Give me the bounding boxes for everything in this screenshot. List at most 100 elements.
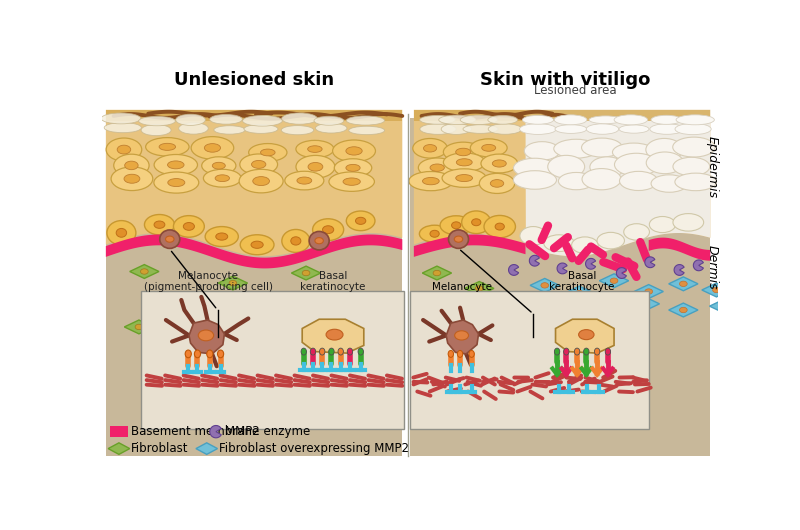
- Ellipse shape: [251, 161, 266, 169]
- Polygon shape: [742, 295, 771, 309]
- Text: Basement membrane: Basement membrane: [131, 425, 259, 438]
- Ellipse shape: [154, 172, 198, 193]
- Ellipse shape: [673, 157, 710, 176]
- Ellipse shape: [346, 211, 375, 231]
- Ellipse shape: [745, 280, 753, 286]
- FancyBboxPatch shape: [141, 291, 404, 429]
- Polygon shape: [106, 235, 402, 268]
- Text: Basal
keratinocyte: Basal keratinocyte: [300, 271, 366, 292]
- Ellipse shape: [433, 270, 441, 276]
- Ellipse shape: [101, 113, 141, 124]
- Ellipse shape: [514, 171, 557, 189]
- Polygon shape: [630, 297, 659, 311]
- Ellipse shape: [554, 115, 587, 125]
- Ellipse shape: [218, 350, 224, 358]
- Ellipse shape: [116, 228, 126, 237]
- Ellipse shape: [481, 154, 518, 173]
- Polygon shape: [634, 285, 663, 298]
- Polygon shape: [422, 266, 451, 280]
- FancyBboxPatch shape: [106, 110, 402, 121]
- Polygon shape: [554, 302, 582, 315]
- Ellipse shape: [524, 142, 560, 160]
- Text: Fibroblast: Fibroblast: [131, 442, 189, 455]
- Wedge shape: [557, 263, 567, 274]
- Polygon shape: [530, 278, 559, 292]
- Ellipse shape: [216, 233, 228, 240]
- Polygon shape: [669, 277, 698, 291]
- Polygon shape: [330, 295, 359, 309]
- Ellipse shape: [251, 241, 263, 249]
- Ellipse shape: [329, 172, 374, 191]
- Ellipse shape: [479, 173, 514, 193]
- Ellipse shape: [574, 348, 580, 355]
- Ellipse shape: [413, 138, 447, 158]
- Polygon shape: [476, 315, 506, 329]
- Ellipse shape: [240, 154, 278, 175]
- Ellipse shape: [343, 178, 360, 186]
- Wedge shape: [616, 268, 626, 278]
- Ellipse shape: [285, 171, 324, 190]
- Ellipse shape: [514, 158, 556, 178]
- Ellipse shape: [302, 270, 310, 276]
- Ellipse shape: [645, 289, 653, 294]
- Ellipse shape: [522, 116, 554, 124]
- Ellipse shape: [239, 169, 283, 193]
- Ellipse shape: [548, 155, 585, 178]
- Ellipse shape: [282, 126, 314, 135]
- Polygon shape: [124, 320, 154, 334]
- Ellipse shape: [315, 237, 323, 244]
- Polygon shape: [426, 307, 455, 321]
- Wedge shape: [530, 255, 539, 266]
- Text: Dermis: Dermis: [706, 245, 718, 290]
- Ellipse shape: [488, 124, 522, 134]
- Ellipse shape: [420, 116, 455, 124]
- Ellipse shape: [171, 304, 179, 309]
- Ellipse shape: [319, 348, 325, 355]
- Ellipse shape: [460, 115, 498, 125]
- Ellipse shape: [117, 145, 130, 154]
- Ellipse shape: [203, 169, 242, 187]
- Ellipse shape: [610, 278, 618, 284]
- Ellipse shape: [409, 172, 453, 191]
- Ellipse shape: [419, 225, 450, 242]
- Ellipse shape: [605, 348, 610, 355]
- Ellipse shape: [183, 223, 194, 231]
- Ellipse shape: [346, 116, 385, 125]
- Ellipse shape: [456, 158, 472, 166]
- Ellipse shape: [438, 115, 475, 125]
- Text: Basal
keratinocyte: Basal keratinocyte: [549, 271, 614, 292]
- Ellipse shape: [430, 164, 444, 171]
- FancyBboxPatch shape: [410, 118, 710, 456]
- Ellipse shape: [519, 123, 556, 135]
- Ellipse shape: [242, 116, 282, 126]
- Ellipse shape: [440, 216, 472, 235]
- Ellipse shape: [646, 152, 683, 174]
- Ellipse shape: [206, 350, 213, 358]
- Ellipse shape: [141, 269, 148, 274]
- Ellipse shape: [584, 348, 589, 355]
- Ellipse shape: [614, 153, 658, 176]
- Ellipse shape: [106, 138, 142, 161]
- Ellipse shape: [541, 282, 549, 288]
- Ellipse shape: [456, 174, 473, 182]
- Ellipse shape: [301, 348, 306, 355]
- Ellipse shape: [443, 142, 483, 162]
- Text: Melanocyte: Melanocyte: [431, 282, 491, 292]
- Ellipse shape: [544, 235, 574, 252]
- Ellipse shape: [578, 330, 594, 340]
- Ellipse shape: [490, 180, 504, 187]
- Ellipse shape: [253, 176, 270, 186]
- Ellipse shape: [495, 223, 504, 230]
- Ellipse shape: [554, 139, 598, 158]
- Wedge shape: [694, 260, 703, 271]
- FancyBboxPatch shape: [410, 291, 649, 429]
- Ellipse shape: [210, 114, 242, 124]
- Ellipse shape: [154, 154, 198, 175]
- Ellipse shape: [282, 113, 318, 124]
- Ellipse shape: [315, 123, 347, 133]
- Ellipse shape: [572, 237, 598, 253]
- Ellipse shape: [358, 348, 363, 355]
- Polygon shape: [592, 305, 621, 319]
- Ellipse shape: [308, 163, 323, 171]
- Ellipse shape: [176, 114, 206, 126]
